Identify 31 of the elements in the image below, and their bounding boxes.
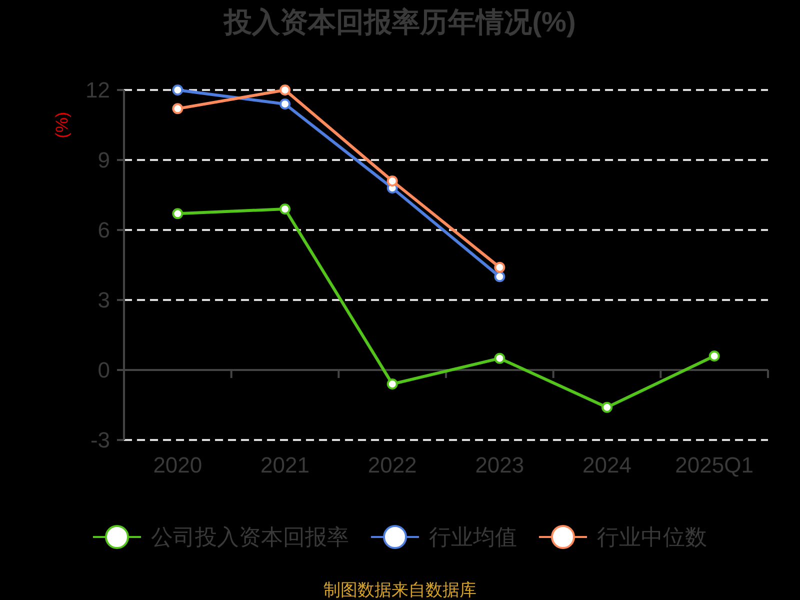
point [494, 352, 506, 364]
x-tick-label: 2022 [368, 452, 417, 478]
x-tick-label: 2023 [475, 452, 524, 478]
x-tick-label: 2024 [582, 452, 632, 478]
y-tick-label: 0 [98, 358, 110, 382]
point [602, 402, 612, 413]
point [386, 176, 398, 186]
chart-title: 投入资本回报率历年情况(%) [223, 6, 576, 38]
point [494, 271, 506, 282]
y-axis-title: (%) [52, 112, 72, 138]
point [280, 98, 290, 110]
legend-label: 行业均值 [429, 524, 517, 550]
x-tick-label: 2025Q1 [675, 452, 754, 478]
legend-label: 公司投入资本回报率 [151, 524, 349, 550]
point [172, 103, 184, 114]
y-tick-label: 3 [98, 288, 110, 312]
point [494, 262, 506, 273]
y-tick-label: 6 [98, 218, 110, 242]
y-tick-label: 9 [98, 148, 110, 172]
x-tick-label: 2021 [260, 452, 310, 478]
x-tick-label: 2020 [153, 452, 202, 478]
point [708, 350, 720, 362]
y-tick-label: 12 [86, 78, 110, 102]
point [280, 204, 290, 214]
point [280, 84, 290, 96]
y-tick-label: -3 [90, 428, 110, 452]
point [172, 84, 184, 96]
text: 制图数据来自数据库 [324, 580, 476, 600]
point [386, 378, 398, 390]
legend-label: 行业中位数 [597, 524, 707, 550]
point [172, 208, 184, 220]
